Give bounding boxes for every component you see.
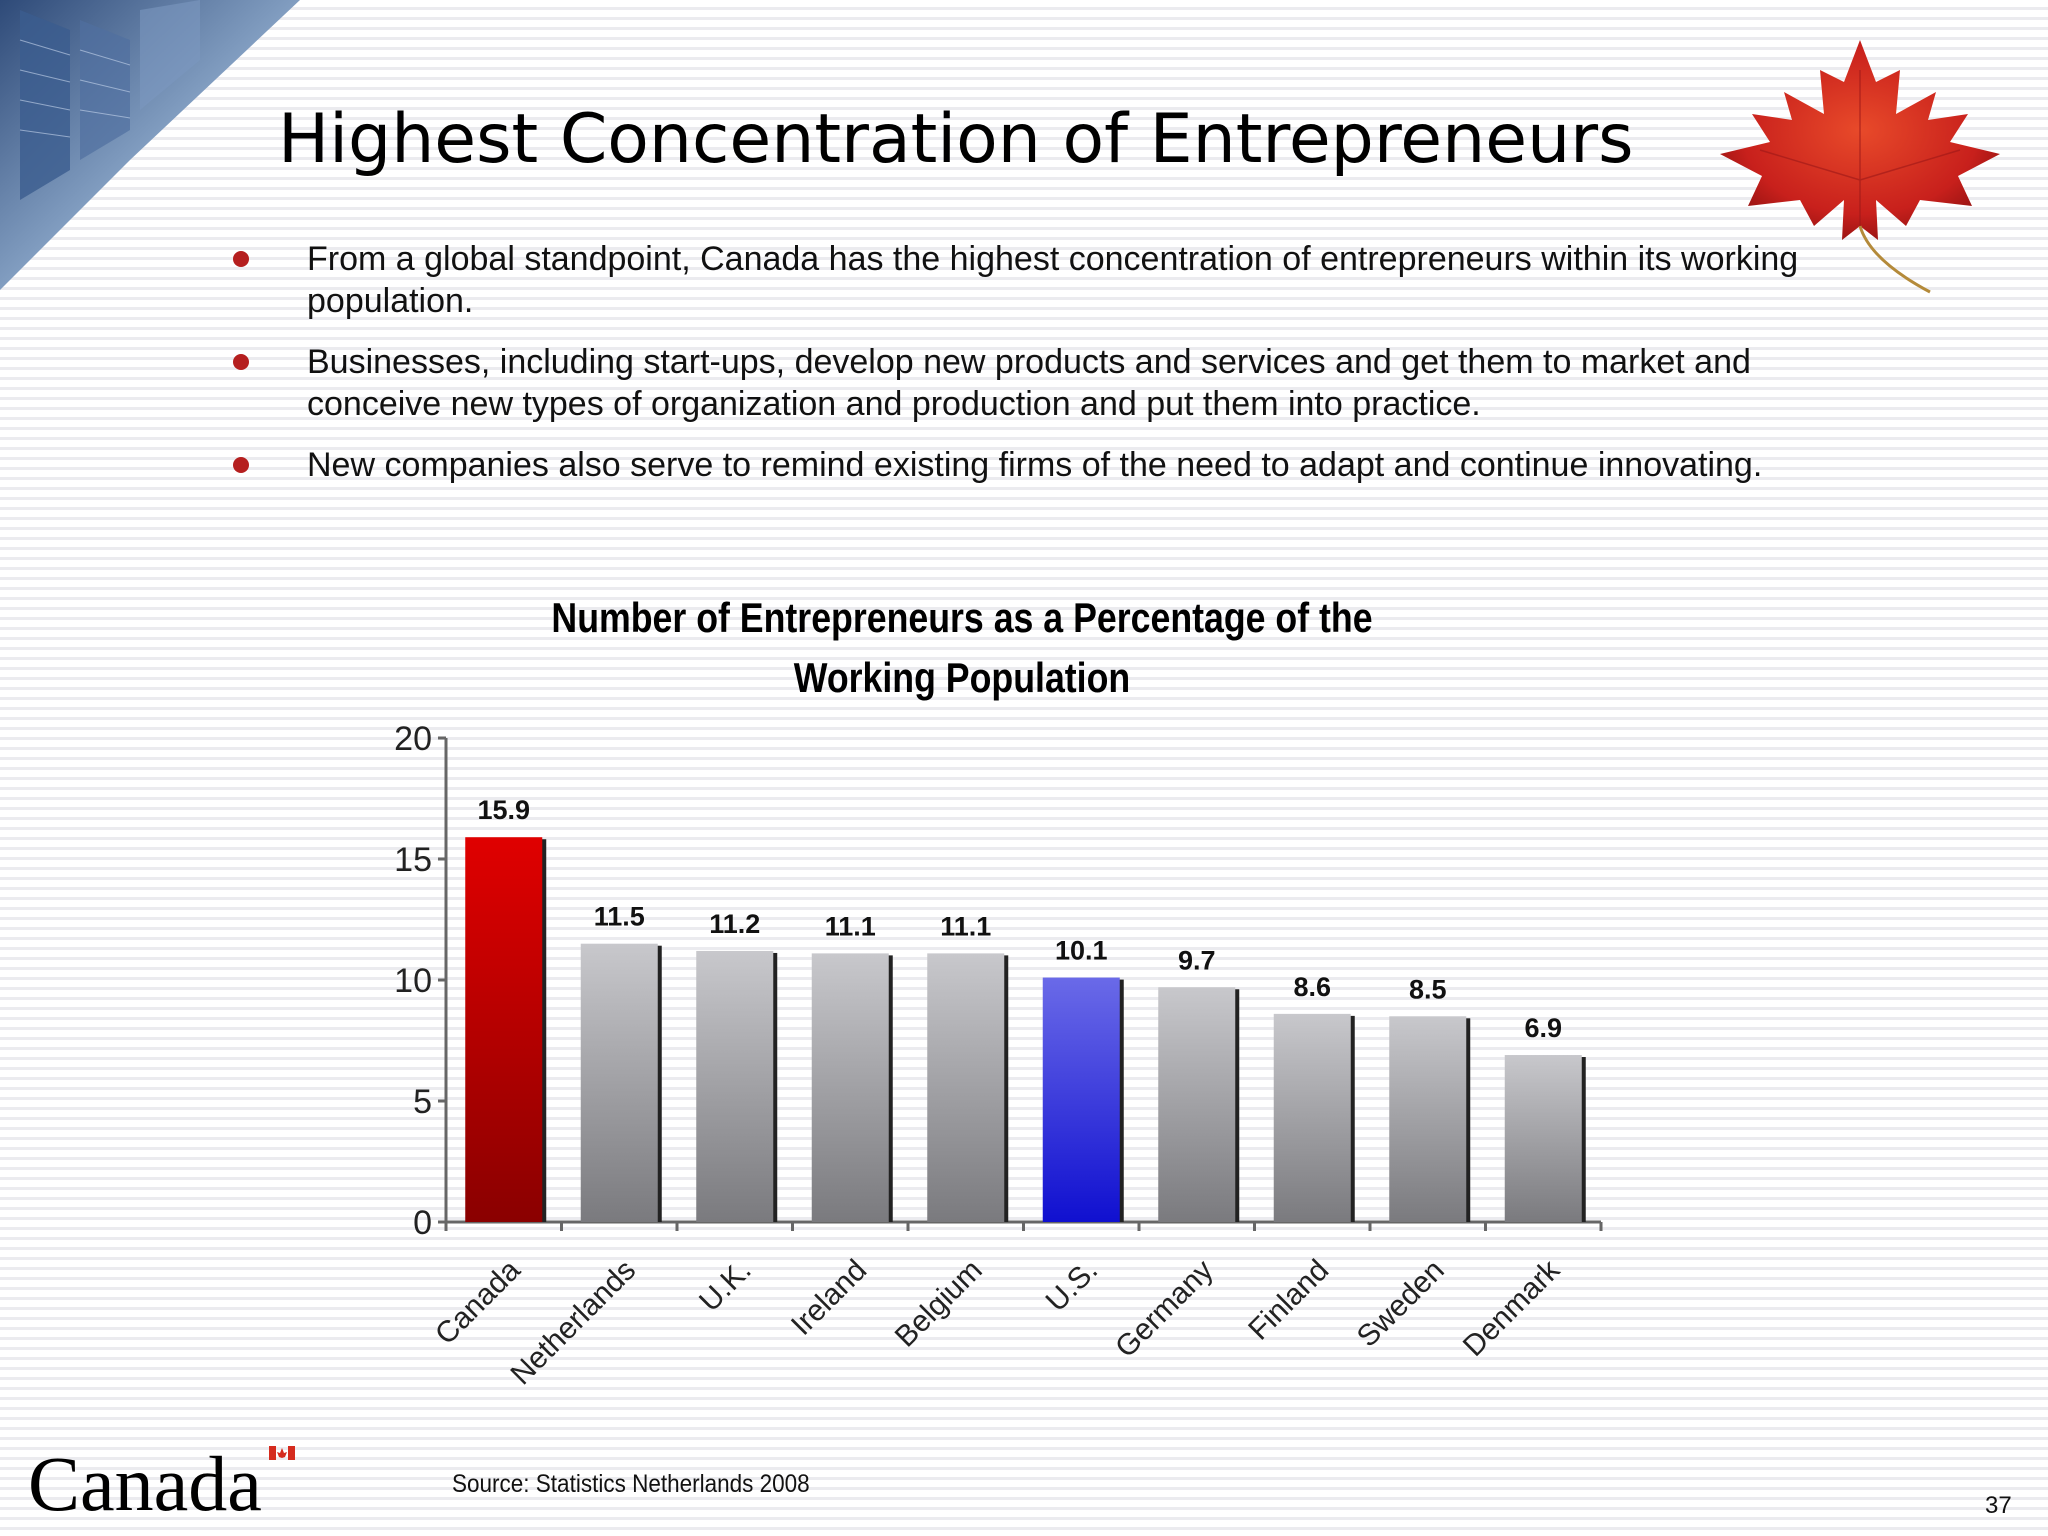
bar-value-label: 15.9 — [477, 795, 530, 825]
x-tick-label: Ireland — [785, 1254, 873, 1342]
canada-wordmark-logo: Canada — [28, 1440, 295, 1520]
bar-value-label: 11.5 — [594, 902, 645, 932]
bar-value-label: 11.1 — [825, 911, 876, 941]
bullet-dot-icon — [233, 354, 249, 370]
y-tick-label: 10 — [394, 962, 432, 1000]
x-tick-label: U.S. — [1040, 1254, 1105, 1319]
bar-value-label: 11.2 — [709, 909, 760, 939]
bar-us — [1042, 977, 1120, 1222]
y-tick-label: 15 — [394, 841, 432, 879]
bar-sweden — [1389, 1016, 1467, 1222]
y-tick-label: 20 — [394, 720, 432, 758]
x-tick-label: Sweden — [1351, 1254, 1451, 1354]
bar-germany — [1158, 987, 1236, 1222]
bar-ireland — [811, 953, 889, 1222]
bar-value-label: 10.1 — [1055, 936, 1108, 966]
bar-netherlands — [580, 943, 658, 1222]
source-note: Source: Statistics Netherlands 2008 — [452, 1470, 810, 1498]
x-tick-label: U.K. — [693, 1254, 758, 1319]
bar-finland — [1273, 1013, 1351, 1222]
x-tick-label: Netherlands — [504, 1254, 642, 1392]
bar-value-label: 9.7 — [1178, 945, 1216, 975]
bullet-item: New companies also serve to remind exist… — [230, 444, 1870, 486]
bar-canada — [465, 837, 543, 1222]
bullet-text: New companies also serve to remind exist… — [307, 446, 1763, 484]
bar-chart: Number of Entrepreneurs as a Percentage … — [394, 595, 1603, 1392]
bullet-dot-icon — [233, 457, 249, 473]
bar-value-label: 8.6 — [1293, 972, 1331, 1002]
plot-area: 0 5 10 15 20 15.9 Canada 11.5 Netherlands 11.2 U.K… — [394, 720, 1603, 1392]
x-tick-label: Canada — [429, 1253, 527, 1351]
bullet-dot-icon — [233, 251, 249, 267]
bullet-text: Businesses, including start-ups, develop… — [307, 343, 1751, 423]
chart-title-line-1: Number of Entrepreneurs as a Percentage … — [551, 595, 1372, 641]
x-tick-label: Denmark — [1457, 1253, 1567, 1363]
x-tick-label: Germany — [1109, 1254, 1220, 1365]
maple-leaf-icon — [1720, 40, 2000, 294]
slide-title: Highest Concentration of Entrepreneurs — [278, 100, 1634, 179]
svg-text:Canada: Canada — [28, 1440, 262, 1520]
bar-denmark — [1504, 1055, 1582, 1222]
y-tick-label: 0 — [413, 1204, 432, 1242]
bar-uk — [696, 950, 774, 1222]
page-number: 37 — [1985, 1492, 2012, 1519]
bar-value-label: 11.1 — [940, 911, 991, 941]
x-tick-label: Finland — [1242, 1254, 1335, 1347]
bullet-item: Businesses, including start-ups, develop… — [230, 341, 1870, 425]
y-tick-label: 5 — [413, 1083, 432, 1121]
chart-title-line-2: Working Population — [794, 655, 1130, 701]
bullet-list: From a global standpoint, Canada has the… — [230, 238, 1870, 505]
x-tick-label: Belgium — [889, 1254, 989, 1354]
bullet-text: From a global standpoint, Canada has the… — [307, 240, 1799, 320]
bullet-item: From a global standpoint, Canada has the… — [230, 238, 1870, 322]
bar-value-label: 6.9 — [1524, 1013, 1562, 1043]
bar-belgium — [927, 953, 1005, 1222]
skyscraper-image — [0, 0, 300, 290]
bar-value-label: 8.5 — [1409, 974, 1447, 1004]
